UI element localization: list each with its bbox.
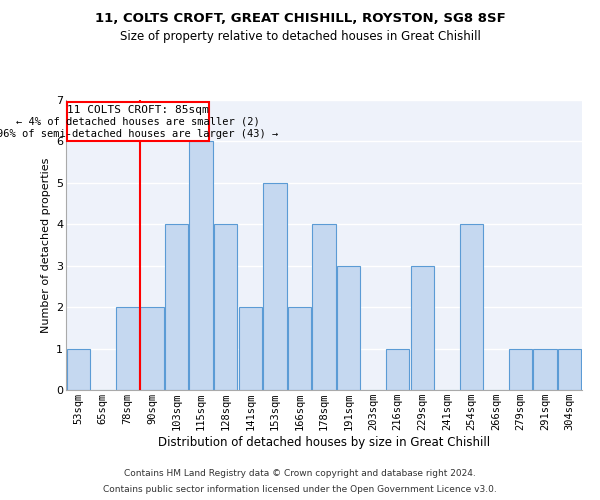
Y-axis label: Number of detached properties: Number of detached properties [41, 158, 50, 332]
Bar [386, 348, 409, 390]
Bar [263, 183, 287, 390]
Bar [140, 307, 164, 390]
Bar [239, 307, 262, 390]
Text: Contains HM Land Registry data © Crown copyright and database right 2024.: Contains HM Land Registry data © Crown c… [124, 468, 476, 477]
Bar [190, 142, 213, 390]
Text: 11 COLTS CROFT: 85sqm: 11 COLTS CROFT: 85sqm [67, 105, 209, 115]
Text: Size of property relative to detached houses in Great Chishill: Size of property relative to detached ho… [119, 30, 481, 43]
Bar [533, 348, 557, 390]
Bar [509, 348, 532, 390]
Bar [313, 224, 335, 390]
Text: 11, COLTS CROFT, GREAT CHISHILL, ROYSTON, SG8 8SF: 11, COLTS CROFT, GREAT CHISHILL, ROYSTON… [95, 12, 505, 26]
Bar [410, 266, 434, 390]
Bar [558, 348, 581, 390]
Bar [116, 307, 139, 390]
Text: Contains public sector information licensed under the Open Government Licence v3: Contains public sector information licen… [103, 485, 497, 494]
Bar [67, 348, 90, 390]
Bar [337, 266, 360, 390]
Bar [460, 224, 483, 390]
Bar [165, 224, 188, 390]
Bar [214, 224, 238, 390]
FancyBboxPatch shape [67, 102, 209, 141]
X-axis label: Distribution of detached houses by size in Great Chishill: Distribution of detached houses by size … [158, 436, 490, 449]
Bar [288, 307, 311, 390]
Text: 96% of semi-detached houses are larger (43) →: 96% of semi-detached houses are larger (… [0, 128, 278, 138]
Text: ← 4% of detached houses are smaller (2): ← 4% of detached houses are smaller (2) [16, 116, 260, 126]
